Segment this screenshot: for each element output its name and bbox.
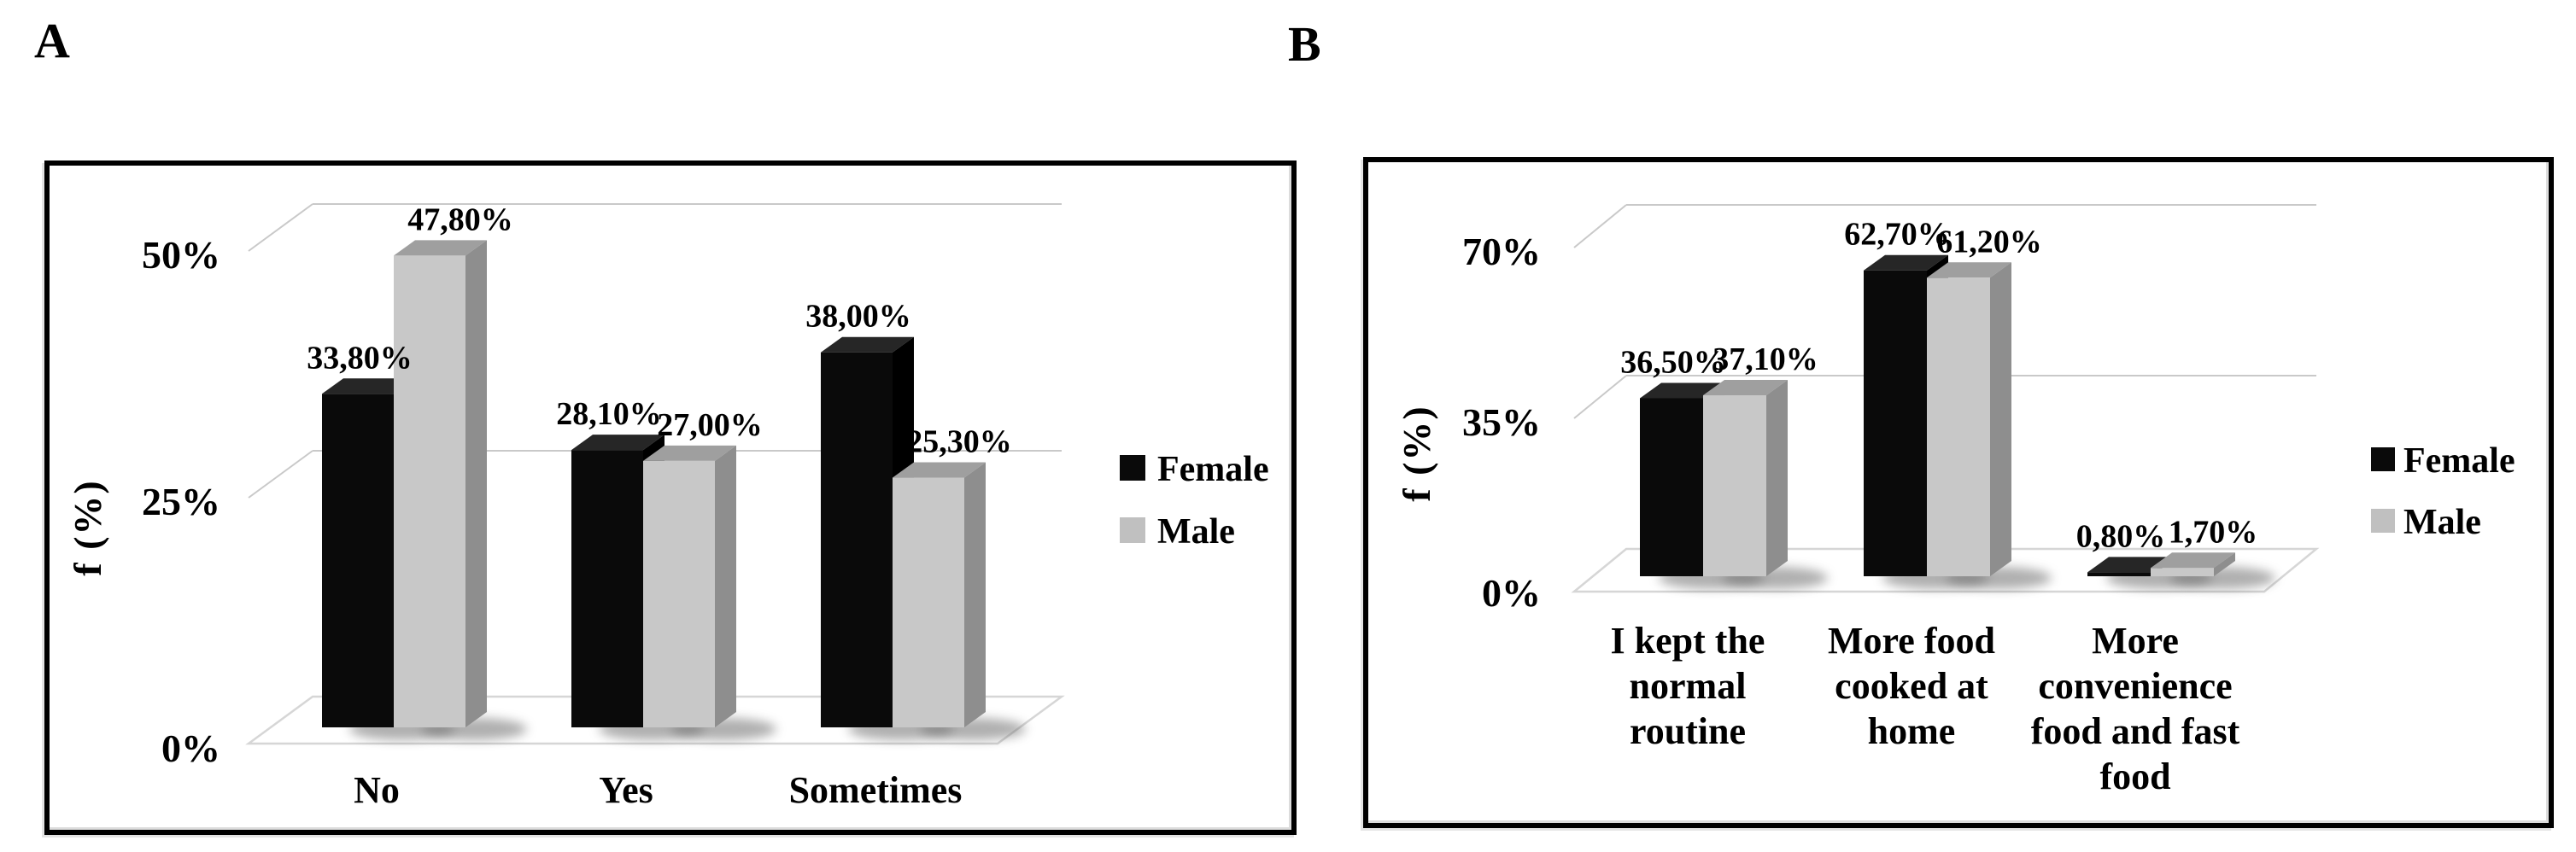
bar-male-0-front (394, 255, 465, 727)
value-label-male-1: 61,20% (1936, 224, 2042, 260)
bar-male-1-top (643, 445, 736, 461)
bar-female-2-front (821, 352, 893, 727)
category-label-2-line-3: food (2099, 756, 2170, 797)
category-label-1-line-0: Yes (599, 769, 653, 811)
category-label-2-line-1: convenience (2038, 665, 2232, 707)
legend-swatch-male (1120, 517, 1145, 543)
bar-male-2-side (964, 462, 986, 727)
category-label-1-line-1: cooked at (1835, 665, 1988, 707)
value-label-female-2: 0,80% (2076, 518, 2166, 554)
bar-female-1-front (1864, 270, 1927, 576)
y-tick-label: 35% (1462, 400, 1541, 444)
value-label-female-0: 36,50% (1620, 344, 1726, 380)
legend-label-male: Male (2403, 503, 2481, 542)
bar-male-2-top (2151, 552, 2235, 569)
legend-swatch-female (2371, 447, 2395, 471)
y-tick-label: 0% (1482, 571, 1541, 615)
y-tick-label: 70% (1462, 230, 1541, 273)
legend-swatch-female (1120, 455, 1145, 481)
bar-male-0-side (1766, 380, 1788, 576)
bar-male-2-side (2214, 552, 2235, 576)
value-label-male-2: 25,30% (906, 424, 1012, 460)
panel-b-letter: B (1288, 16, 1321, 72)
y-axis-title: f (%) (66, 479, 109, 575)
value-label-male-2: 1,70% (2169, 514, 2258, 550)
bar-male-2-front (2151, 568, 2214, 576)
bar-male-1-side (715, 445, 736, 727)
category-label-0-line-0: No (354, 769, 400, 811)
bar-female-1-top (1864, 254, 1948, 271)
bar-male-2-front (893, 477, 964, 727)
category-label-0-line-0: I kept the (1611, 620, 1765, 662)
bar-female-0-top (1640, 382, 1724, 399)
bar-male-2-top (893, 462, 986, 478)
value-label-female-1: 28,10% (556, 396, 662, 432)
grid-diagonal (248, 203, 313, 252)
panel-b-chart: 36,50% 37,10% 62,70% 61,20% 0,80% 1,70% 0% 35% 7… (1363, 157, 2554, 828)
bar-female-0-top (322, 378, 415, 394)
value-label-female-1: 62,70% (1844, 217, 1950, 253)
bar-female-2-top (821, 336, 914, 353)
grid-diagonal (1573, 375, 1627, 419)
bar-male-1-top (1927, 262, 2011, 278)
category-label-2-line-0: Sometimes (789, 769, 963, 811)
category-label-0-line-2: routine (1630, 710, 1746, 752)
value-label-male-0: 37,10% (1712, 341, 1818, 377)
bar-male-0-top (1703, 380, 1788, 396)
y-axis-title: f (%) (1395, 405, 1438, 501)
value-label-female-0: 33,80% (307, 340, 413, 376)
category-label-2-line-0: More (2092, 620, 2179, 662)
bar-male-0-top (394, 240, 487, 256)
panel-a-letter: A (34, 13, 70, 68)
legend-label-female: Female (2403, 441, 2515, 481)
value-label-male-0: 47,80% (407, 201, 513, 237)
bar-female-1-top (571, 435, 664, 451)
bar-female-0-front (322, 394, 394, 727)
value-label-male-1: 27,00% (657, 407, 763, 443)
bar-male-0-side (465, 240, 487, 727)
y-tick-label: 50% (142, 233, 220, 277)
bar-female-0-front (1640, 398, 1703, 576)
chart-svg-panel-b: 36,50%37,10% 62,70%61,20% 0,80% 1,70% 0% 35% 7… (1395, 204, 2515, 797)
y-tick-label: 25% (142, 480, 220, 523)
category-label-2-line-2: food and fast (2031, 710, 2240, 752)
bar-female-1-front (571, 450, 643, 727)
chart-svg-panel-a: 33,80% 47,80% 28,10%27,00% 38,00% 25,30% 0% 25… (66, 201, 1269, 811)
category-label-1-line-0: More food (1828, 620, 1995, 662)
bar-male-1-front (643, 460, 715, 727)
value-label-female-2: 38,00% (805, 299, 911, 335)
legend-swatch-male (2371, 509, 2395, 533)
bar-male-0-front (1703, 395, 1766, 576)
bar-female-2-front (2087, 572, 2151, 576)
category-label-0-line-1: normal (1630, 665, 1747, 707)
panel-a-chart: 33,80% 47,80% 28,10% 27,00% 38,00% 25,30% 0% 25… (44, 160, 1297, 835)
legend-label-female: Female (1157, 450, 1269, 489)
bar-male-1-front (1927, 277, 1990, 576)
y-tick-label: 0% (161, 727, 220, 770)
grid-diagonal (248, 450, 313, 499)
category-label-1-line-2: home (1868, 710, 1956, 752)
legend-label-male: Male (1157, 512, 1235, 551)
grid-diagonal (1573, 204, 1627, 248)
bar-male-1-side (1990, 262, 2011, 576)
